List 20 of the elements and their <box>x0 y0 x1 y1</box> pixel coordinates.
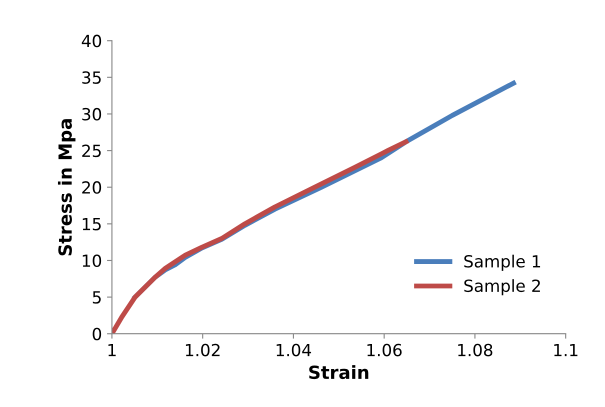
y-tick-label: 10 <box>82 254 102 268</box>
y-tick-label: 15 <box>82 218 101 230</box>
y-tick-label: 30 <box>82 108 102 121</box>
legend-label: Sample 1 <box>464 254 540 271</box>
x-tick-label: 1.08 <box>458 344 492 356</box>
y-tick-label: 25 <box>82 144 101 158</box>
y-tick-label: 5 <box>92 291 101 304</box>
y-tick-label: 0 <box>92 328 102 340</box>
y-axis-title: Stress in Mpa <box>58 119 76 256</box>
y-tick-label: 40 <box>82 34 102 48</box>
x-axis-title: Strain <box>309 365 368 380</box>
x-tick-label: 1.04 <box>276 344 312 356</box>
x-tick-label: 1.1 <box>554 344 578 356</box>
x-tick-label: 1.02 <box>186 344 220 356</box>
legend-label: Sample 2 <box>464 279 540 296</box>
y-tick-label: 20 <box>82 181 102 194</box>
x-tick-label: 1 <box>108 344 116 356</box>
line-series <box>112 139 408 334</box>
y-tick-label: 35 <box>82 71 101 84</box>
x-tick-label: 1.06 <box>367 344 402 356</box>
